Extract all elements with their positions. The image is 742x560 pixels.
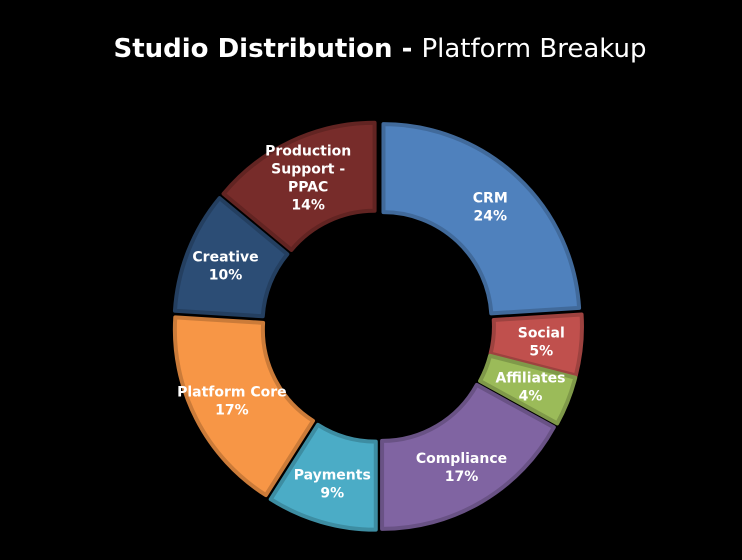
slice-percent: 5% — [529, 343, 553, 359]
slice-label: Creative 10% — [192, 250, 258, 284]
slice-percent: 14% — [291, 198, 325, 214]
slice-crm — [381, 122, 582, 316]
slice-creative — [172, 196, 290, 319]
slice-payments — [268, 422, 378, 532]
slice-production-support-ppac — [221, 120, 377, 252]
chart-title-regular: Platform Breakup — [421, 34, 647, 64]
slice-label: CRM 24% — [473, 190, 508, 224]
slice-affiliates — [478, 353, 578, 426]
slice-label: Compliance 17% — [416, 451, 507, 485]
slice-name: CRM — [473, 190, 508, 206]
slice-label: Platform Core 17% — [177, 384, 287, 418]
slice-percent: 17% — [215, 402, 249, 418]
slice-name: Platform Core — [177, 384, 287, 400]
chart-title-bold: Studio Distribution - — [113, 34, 422, 64]
slice-percent: 17% — [445, 469, 479, 485]
slice-social — [488, 312, 584, 378]
slice-name: Support - — [271, 162, 345, 178]
slice-label: Payments 9% — [294, 467, 371, 501]
slice-name: Creative — [192, 250, 258, 266]
chart-title: Studio Distribution - Platform Breakup — [0, 34, 742, 64]
slice-name: Affiliates — [495, 370, 565, 386]
slice-label: Production Support - PPAC 14% — [265, 144, 351, 214]
slice-label: Social 5% — [518, 325, 565, 359]
slice-name: Production — [265, 144, 351, 160]
slice-name: PPAC — [288, 180, 328, 196]
slice-name: Social — [518, 325, 565, 341]
slice-name: Compliance — [416, 451, 507, 467]
slice-label: Affiliates 4% — [495, 370, 565, 404]
slice-percent: 10% — [209, 268, 243, 284]
slice-name: Payments — [294, 467, 371, 483]
slice-percent: 24% — [474, 208, 508, 224]
slice-percent: 4% — [519, 388, 543, 404]
slice-percent: 9% — [320, 485, 344, 501]
slice-platform-core — [172, 315, 316, 498]
slice-compliance — [380, 382, 556, 531]
